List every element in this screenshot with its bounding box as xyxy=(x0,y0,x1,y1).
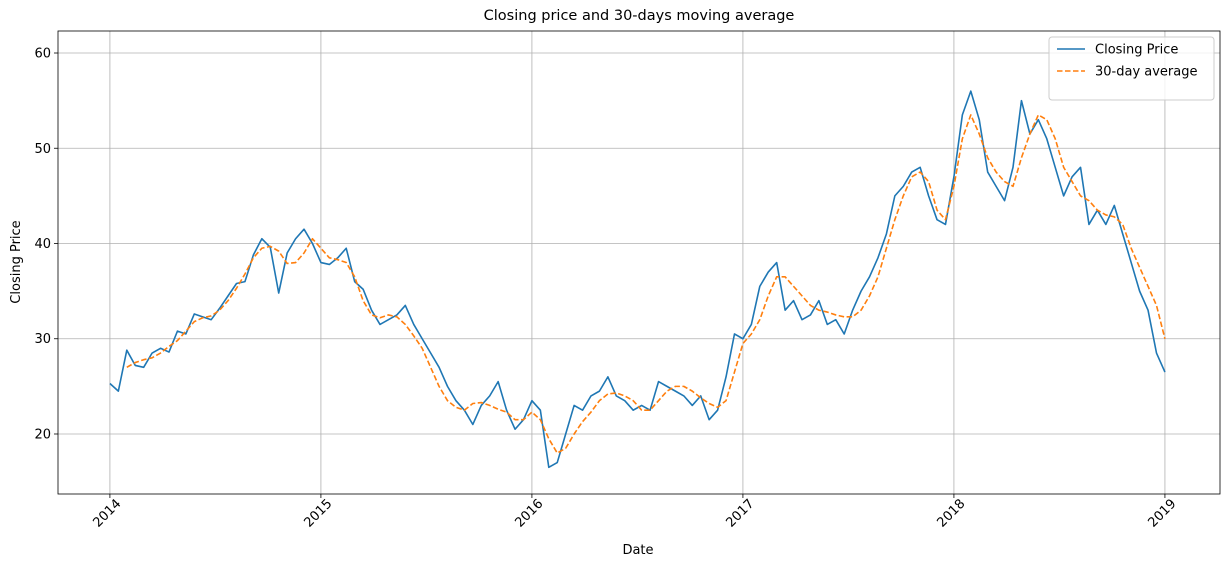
y-tick-label: 60 xyxy=(34,47,51,62)
x-tick-label: 2019 xyxy=(1145,497,1179,531)
legend-label: 30-day average xyxy=(1095,65,1198,80)
legend-label: Closing Price xyxy=(1095,43,1178,58)
series-line xyxy=(126,114,1166,454)
x-tick-label: 2014 xyxy=(90,497,124,531)
chart-title: Closing price and 30-days moving average xyxy=(484,8,795,24)
y-tick-label: 30 xyxy=(34,332,51,347)
plot-frame xyxy=(57,30,1221,495)
x-axis-label: Date xyxy=(622,543,653,558)
y-tick-label: 40 xyxy=(34,237,51,252)
y-tick-label: 50 xyxy=(34,142,51,157)
y-tick-label: 20 xyxy=(34,427,51,442)
x-tick-label: 2016 xyxy=(512,497,546,531)
x-tick-label: 2017 xyxy=(723,497,757,531)
legend: Closing Price 30-day average xyxy=(1048,36,1215,101)
y-axis-label: Closing Price xyxy=(9,220,24,303)
x-tick-label: 2015 xyxy=(301,497,335,531)
x-tick-label: 2018 xyxy=(934,497,968,531)
legend-box xyxy=(1048,36,1215,101)
series-line xyxy=(109,90,1166,469)
